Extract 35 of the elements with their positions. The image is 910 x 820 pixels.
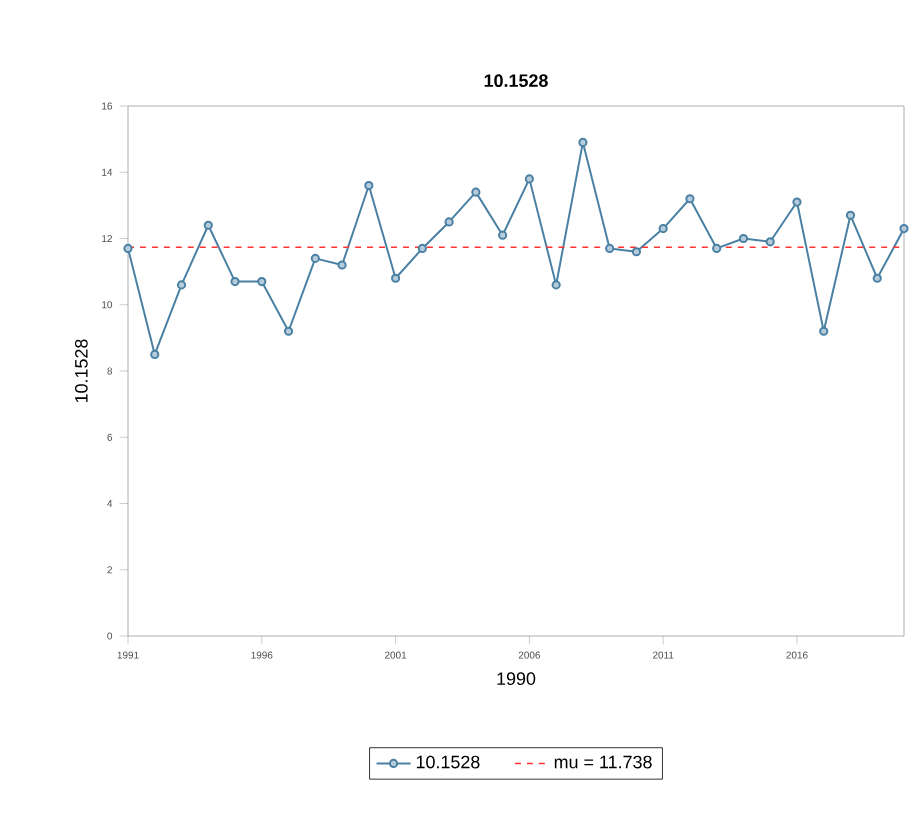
point (845, 210, 856, 220)
point (337, 260, 347, 270)
point (364, 180, 374, 191)
point (792, 197, 802, 207)
point (498, 230, 508, 240)
point (819, 326, 829, 336)
x-axis-title: 1990 (497, 672, 536, 685)
point (658, 223, 668, 234)
point (471, 187, 481, 197)
point (444, 217, 454, 227)
point (685, 194, 695, 204)
point (150, 349, 160, 360)
legend-label: mu = 11.738 (554, 755, 652, 769)
point (524, 174, 534, 184)
point (605, 243, 615, 254)
point (310, 253, 320, 263)
point (283, 326, 294, 336)
point (203, 220, 213, 230)
point (176, 280, 187, 290)
point (417, 243, 427, 254)
y-axis-title: 10.1528 (74, 339, 88, 403)
point (578, 137, 588, 148)
chart-title: 10.1528 (484, 74, 548, 88)
point (872, 273, 882, 283)
point (738, 233, 749, 244)
point (551, 280, 561, 290)
point (257, 276, 267, 287)
point (712, 243, 722, 254)
point (899, 223, 909, 234)
point (765, 237, 775, 247)
point (123, 243, 133, 254)
point (631, 247, 641, 257)
legend-label: 10.1528 (416, 755, 480, 769)
point (230, 276, 240, 287)
point (391, 273, 401, 283)
